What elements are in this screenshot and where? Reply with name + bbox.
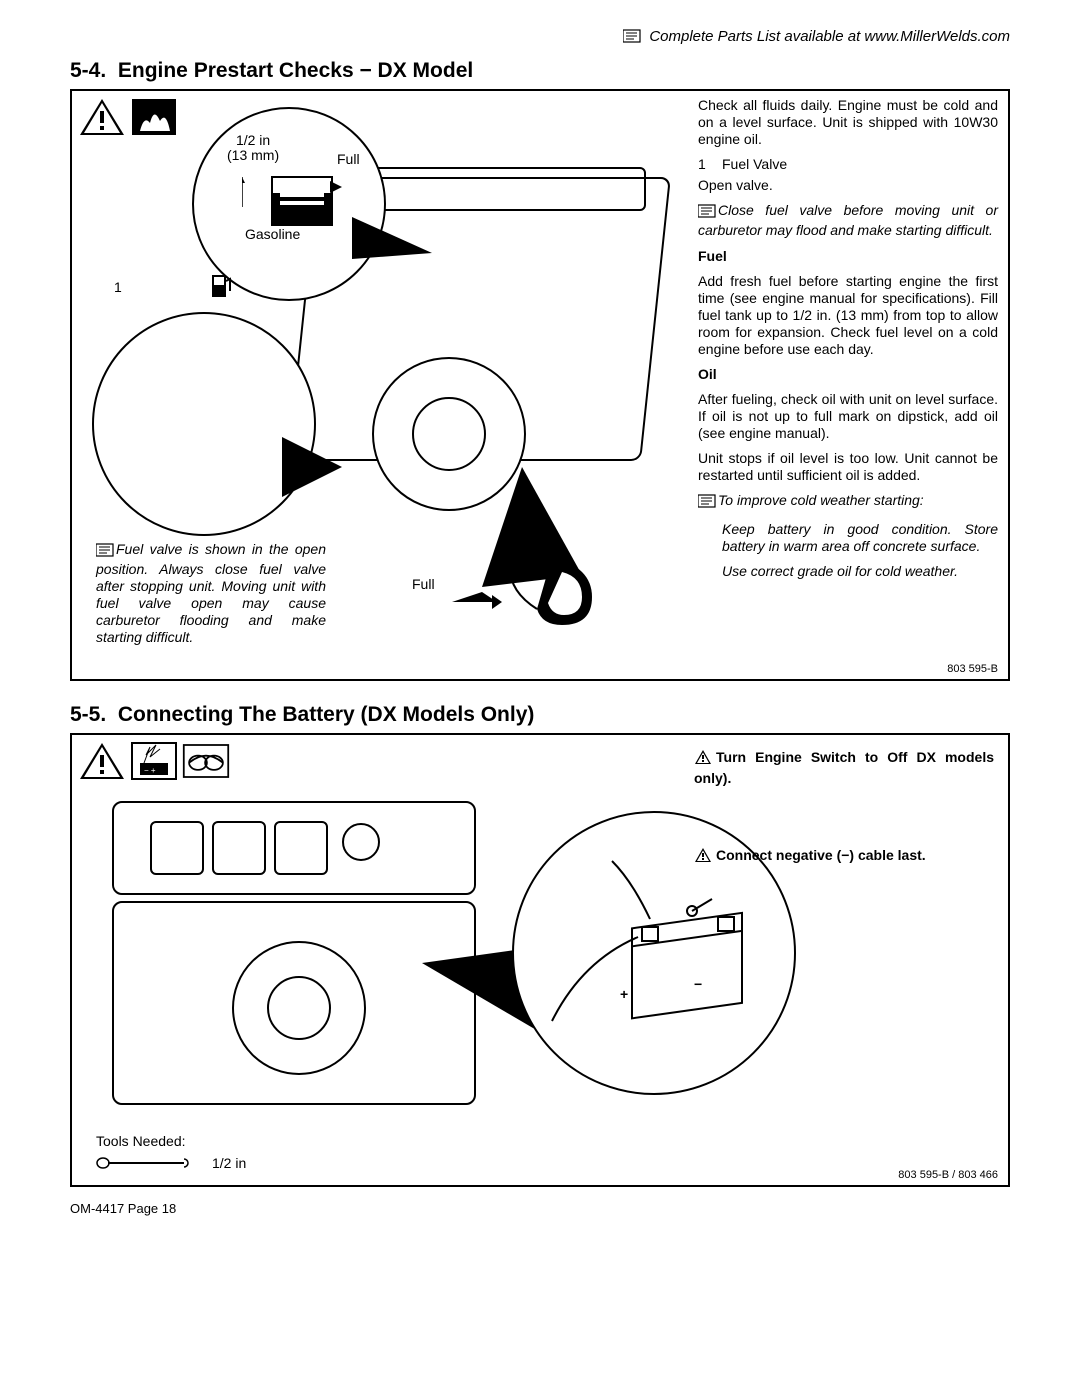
page-footer: OM-4417 Page 18 (70, 1201, 1010, 1216)
section-5-5-title: 5-5. Connecting The Battery (DX Models O… (70, 703, 1010, 727)
figcode-55: 803 595-B / 803 466 (898, 1169, 998, 1181)
warning-triangle-icon (78, 741, 126, 781)
battery-spark-icon: − + (130, 741, 178, 781)
warn1-55: Turn Engine Switch to Off DX models only… (694, 749, 994, 787)
caption-5-4: Fuel valve is shown in the open position… (96, 541, 326, 646)
note2a: Keep battery in good condition. Store ba… (698, 521, 998, 555)
item1-54: 1Fuel Valve (698, 156, 998, 173)
svg-text:− +: − + (144, 766, 156, 775)
panel-5-5: − + (70, 733, 1010, 1187)
note2b: Use correct grade oil for cold weather. (698, 563, 998, 580)
gas-pump-icon (210, 269, 234, 299)
oil-p1: After fueling, check oil with unit on le… (698, 391, 998, 442)
panel-5-4: 1/2 in(13 mm) Full Gasoline 1 Full (70, 89, 1010, 681)
tools-size: 1/2 in (212, 1155, 246, 1171)
label-minus: − (694, 977, 702, 992)
label-plus: + (620, 987, 628, 1002)
gas-can-icon (242, 157, 352, 237)
tools-needed: Tools Needed: 1/2 in (96, 1133, 246, 1171)
fuel-p: Add fresh fuel before starting engine th… (698, 273, 998, 358)
open-valve: Open valve. (698, 177, 998, 194)
tools-label: Tools Needed: (96, 1133, 246, 1149)
oil-h: Oil (698, 366, 998, 383)
header-parts-list: Complete Parts List available at www.Mil… (70, 28, 1010, 45)
intro-54: Check all fluids daily. Engine must be c… (698, 97, 998, 148)
oil-p2: Unit stops if oil level is too low. Unit… (698, 450, 998, 484)
oil-can-icon (442, 547, 602, 637)
text-col-5-4: Check all fluids daily. Engine must be c… (698, 97, 998, 588)
label-one: 1 (114, 280, 122, 295)
figcode-54: 803 595-B (947, 663, 998, 675)
section-5-4-title: 5-4. Engine Prestart Checks − DX Model (70, 59, 1010, 83)
warn2-55: Connect negative (−) cable last. (694, 847, 994, 868)
text-col-5-5: Turn Engine Switch to Off DX models only… (694, 749, 994, 890)
header-parts-list-text: Complete Parts List available at www.Mil… (649, 28, 1010, 45)
figure-5-5: + − (82, 791, 688, 1115)
note1-54: Close fuel valve before moving unit or c… (698, 202, 998, 239)
fuel-h: Fuel (698, 248, 998, 265)
label-full-bottom: Full (412, 577, 435, 592)
note2-54: To improve cold weather starting: (698, 492, 998, 512)
goggles-icon (182, 741, 230, 781)
wrench-icon (96, 1156, 196, 1170)
